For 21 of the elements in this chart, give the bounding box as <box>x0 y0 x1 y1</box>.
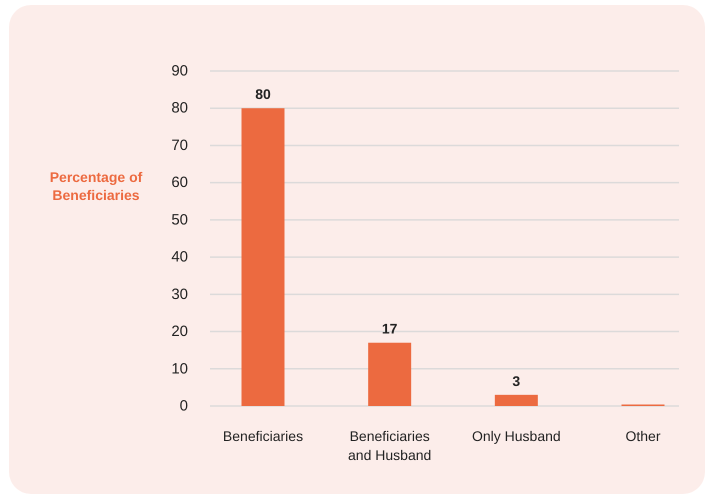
y-tick-label: 10 <box>171 360 188 378</box>
bar <box>242 108 284 406</box>
y-tick-label: 30 <box>171 286 188 303</box>
y-tick-label: 0 <box>180 398 188 414</box>
y-tick-label: 50 <box>171 211 188 228</box>
x-tick-label: Only Husband <box>472 428 561 444</box>
data-label: 80 <box>255 86 271 102</box>
x-tick-label: Beneficiaries and Husband <box>348 428 432 463</box>
bar <box>368 342 412 406</box>
y-tick-label: 40 <box>171 248 188 266</box>
data-label: 17 <box>382 320 398 337</box>
data-label: 3 <box>512 372 520 389</box>
y-axis-title: Percentage of Beneficiaries <box>50 169 143 203</box>
y-tick-label: 60 <box>171 174 188 192</box>
x-tick-label: Beneficiaries <box>222 428 304 444</box>
y-tick-label: 90 <box>171 62 188 80</box>
y-tick-label: 80 <box>171 100 188 117</box>
bar <box>494 394 538 406</box>
y-tick-label: 20 <box>171 323 188 340</box>
x-tick-label: Other <box>625 428 661 444</box>
y-tick-label: 70 <box>171 136 188 154</box>
